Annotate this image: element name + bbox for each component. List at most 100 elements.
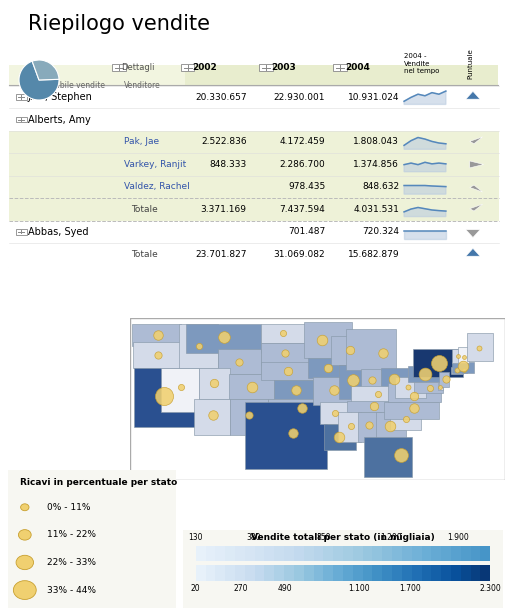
Bar [294,565,304,581]
Bar [441,545,451,561]
Bar [431,545,441,561]
Point [426,383,434,393]
Text: Responsabile vendite: Responsabile vendite [23,81,105,90]
Text: 20.330.657: 20.330.657 [195,93,247,102]
Polygon shape [261,324,307,343]
Polygon shape [462,368,467,373]
Bar [9,131,499,153]
Polygon shape [347,401,401,412]
Bar [245,545,254,561]
Point [453,365,461,375]
Point [404,382,412,392]
Point [160,391,168,401]
Polygon shape [132,324,181,346]
Polygon shape [361,369,381,394]
Point [177,382,185,392]
Text: 720.324: 720.324 [362,228,399,236]
Point [323,363,331,373]
Text: 848.333: 848.333 [209,160,247,169]
Bar [392,545,402,561]
Point [336,432,344,442]
Polygon shape [470,204,483,211]
Bar [130,318,505,480]
Text: Varkey, Ranjit: Varkey, Ranjit [124,160,186,169]
Bar [480,545,490,561]
Bar [9,86,499,109]
Text: 2002: 2002 [192,63,217,72]
Polygon shape [340,365,367,399]
Polygon shape [218,349,261,374]
Bar [260,64,273,71]
Polygon shape [274,380,320,399]
Polygon shape [161,368,199,412]
Bar [372,565,382,581]
Bar [353,545,363,561]
Polygon shape [261,362,315,380]
Point [288,428,297,438]
Bar [16,117,27,123]
Polygon shape [388,383,441,402]
Point [331,408,339,418]
Text: Riepilogo vendite: Riepilogo vendite [28,14,210,34]
Text: 2003: 2003 [271,63,296,72]
Bar [112,64,126,71]
Point [248,382,256,392]
Bar [333,565,343,581]
Bar [470,545,480,561]
Text: Puntuale: Puntuale [467,48,473,79]
Bar [402,565,412,581]
Text: 7.437.594: 7.437.594 [280,205,325,213]
Wedge shape [19,61,59,100]
Text: 2.300: 2.300 [479,584,501,593]
Text: 130: 130 [189,534,203,542]
Bar [274,565,284,581]
Bar [304,565,313,581]
Bar [451,545,461,561]
Bar [480,565,490,581]
Bar [215,545,225,561]
Polygon shape [330,336,372,365]
Bar [16,94,27,100]
Polygon shape [134,368,198,427]
Text: 33% - 44%: 33% - 44% [47,586,95,595]
Text: Ricavi in percentuale per stato: Ricavi in percentuale per stato [20,478,177,487]
Point [374,389,382,399]
Point [475,343,483,353]
Polygon shape [307,359,348,378]
Polygon shape [267,399,321,420]
Point [298,403,306,413]
Polygon shape [470,185,483,192]
Point [435,358,443,368]
Point [460,351,468,361]
Polygon shape [470,161,484,168]
Text: Totale: Totale [131,249,158,259]
Bar [196,565,206,581]
Polygon shape [404,91,446,104]
Bar [284,565,294,581]
Point [281,348,289,358]
Circle shape [16,555,33,570]
Text: 20: 20 [191,584,201,593]
Polygon shape [404,231,446,239]
FancyBboxPatch shape [180,529,506,609]
Bar [422,565,431,581]
Text: 2004 -
Vendite
nel tempo: 2004 - Vendite nel tempo [404,53,440,74]
Text: Jian, Stephen: Jian, Stephen [28,92,92,102]
Polygon shape [230,399,267,434]
Bar [372,545,382,561]
Bar [9,198,499,220]
Point [370,401,378,411]
Text: 4.172.459: 4.172.459 [280,137,325,146]
Point [349,375,357,385]
Bar [323,545,333,561]
Text: 2004: 2004 [345,63,370,72]
Point [410,403,419,413]
Bar [254,545,265,561]
Circle shape [13,581,36,600]
Text: 31.069.082: 31.069.082 [274,249,325,259]
Polygon shape [346,329,396,370]
Bar [353,565,363,581]
Point [292,385,300,395]
Bar [382,565,392,581]
Polygon shape [381,368,408,390]
